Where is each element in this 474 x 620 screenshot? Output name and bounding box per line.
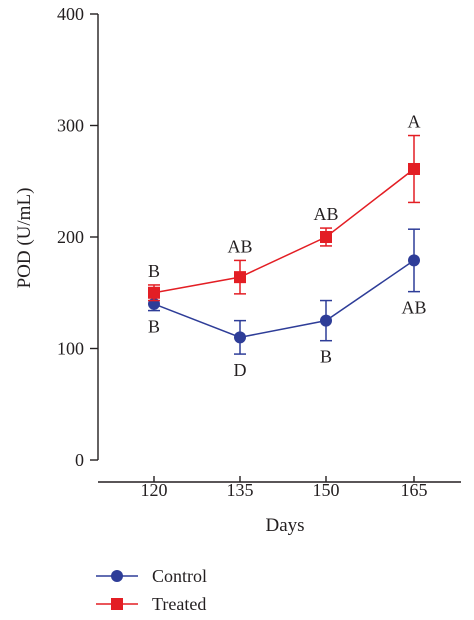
data-label: A <box>408 112 421 132</box>
legend-label: Control <box>152 566 207 586</box>
y-tick-label: 400 <box>57 4 84 24</box>
x-tick-label: 135 <box>227 480 254 500</box>
data-label: B <box>320 347 332 367</box>
series-layer: B D B AB B AB AB A <box>148 112 427 381</box>
data-point <box>234 271 246 284</box>
data-label: D <box>234 360 247 380</box>
data-point <box>148 286 160 299</box>
legend: Control Treated <box>96 566 207 614</box>
series-control: B D B AB <box>148 228 427 380</box>
y-tick-label: 100 <box>57 339 84 359</box>
data-point <box>320 231 332 243</box>
y-axis-label: POD (U/mL) <box>14 188 35 289</box>
legend-item-treated: Treated <box>96 594 206 614</box>
data-point <box>408 254 420 267</box>
y-tick-label: 300 <box>57 116 84 136</box>
data-label: AB <box>313 204 338 224</box>
axes: 0 100 200 300 400 120 135 150 165 <box>57 4 461 500</box>
x-axis-label: Days <box>265 515 304 536</box>
legend-label: Treated <box>152 594 206 614</box>
data-label: B <box>148 317 160 337</box>
data-point <box>234 331 246 344</box>
data-label: AB <box>401 298 426 318</box>
y-tick-label: 0 <box>75 450 84 470</box>
x-tick-label: 150 <box>313 480 340 500</box>
x-tick-label: 120 <box>141 480 168 500</box>
data-label: AB <box>227 236 252 256</box>
data-label: B <box>148 261 160 281</box>
legend-marker <box>111 598 123 610</box>
x-tick-label: 165 <box>401 480 428 500</box>
series-treated: B AB AB A <box>148 112 421 302</box>
legend-marker <box>111 570 123 582</box>
series-line-control <box>153 259 415 339</box>
legend-item-control: Control <box>96 566 207 586</box>
y-tick-label: 200 <box>57 227 84 247</box>
data-point <box>408 162 420 175</box>
series-line-treated <box>153 168 415 294</box>
data-point <box>320 314 332 327</box>
